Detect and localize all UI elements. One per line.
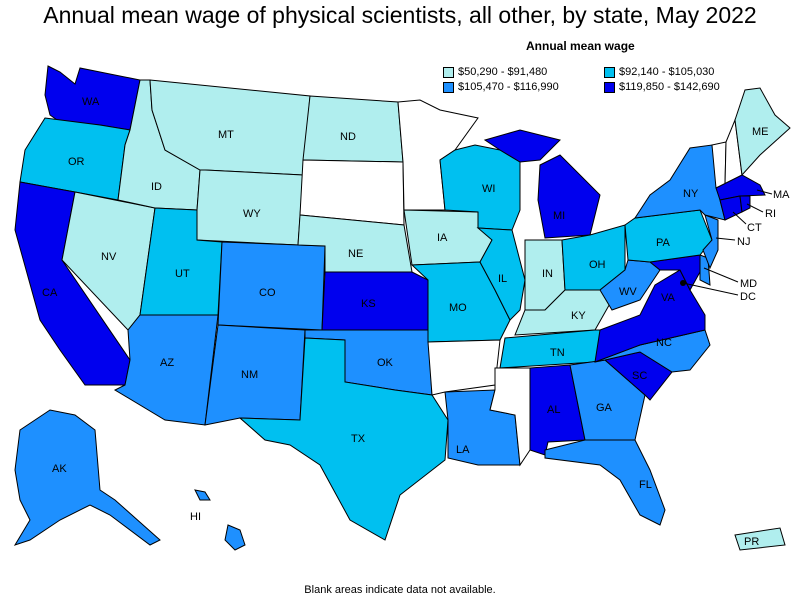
legend-swatch-2 [604,66,615,78]
label-sc: SC [632,370,647,382]
label-pr: PR [744,536,759,548]
label-nm: NM [241,369,258,381]
label-ak: AK [52,463,67,475]
label-nv: NV [101,251,117,263]
state-co[interactable] [217,241,326,331]
label-ia: IA [437,232,448,244]
label-hi: HI [190,511,201,523]
map-title: Annual mean wage of physical scientists,… [43,2,757,28]
label-mi: MI [553,210,565,222]
label-md: MD [740,278,757,290]
label-mo: MO [449,302,467,314]
label-nj: NJ [737,236,750,248]
label-ok: OK [377,357,394,369]
label-ny: NY [683,188,699,200]
callout-line-nj [715,237,736,241]
state-nj[interactable] [702,214,719,270]
legend-item-4: $119,850 - $142,690 [604,81,720,93]
callout-line-ri [746,203,764,213]
label-tx: TX [351,433,366,445]
label-tn: TN [550,347,565,359]
label-mt: MT [218,129,234,141]
label-al: AL [547,404,560,416]
state-sd[interactable] [299,159,405,226]
label-ne: NE [348,248,363,260]
state-me[interactable] [734,87,791,177]
label-ca: CA [42,287,58,299]
label-nd: ND [340,131,356,143]
state-nd[interactable] [302,95,404,163]
state-ri[interactable] [739,195,751,213]
state-fl[interactable] [544,439,666,526]
state-ny[interactable] [633,144,726,221]
label-ks: KS [361,298,376,310]
label-la: LA [456,444,470,456]
label-wv: WV [619,286,637,298]
state-ar[interactable] [427,339,501,396]
state-tx[interactable] [238,337,449,541]
label-fl: FL [639,479,652,491]
legend-swatch-1 [443,66,454,78]
label-az: AZ [160,357,174,369]
state-mi-lower[interactable] [537,154,601,239]
state-hi-islands[interactable] [194,489,211,501]
callout-line-ct [732,211,747,225]
state-az[interactable] [113,314,219,426]
legend-label-3: $105,470 - $116,990 [458,81,559,93]
label-oh: OH [589,259,606,271]
label-wy: WY [243,208,261,220]
label-nc: NC [656,337,672,349]
legend-item-1: $50,290 - $91,480 [443,66,547,78]
label-dc: DC [740,291,756,303]
state-il[interactable] [476,227,526,321]
callout-line-md [703,267,739,283]
label-or: OR [68,156,85,168]
label-va: VA [661,292,676,304]
legend-label-2: $92,140 - $105,030 [619,66,715,78]
state-pr[interactable] [734,527,786,551]
state-va[interactable] [594,269,706,363]
callout-line-dc [682,282,739,296]
legend-item-2: $92,140 - $105,030 [604,66,714,78]
legend-item-3: $105,470 - $116,990 [443,81,559,93]
label-id: ID [151,181,162,193]
label-co: CO [259,287,276,299]
state-mi[interactable] [483,129,561,163]
label-ri: RI [765,208,776,220]
label-ma: MA [773,189,790,201]
label-in: IN [542,268,553,280]
footnote: Blank areas indicate data not available. [304,584,496,596]
label-ut: UT [175,268,190,280]
label-wi: WI [482,183,495,195]
label-ky: KY [571,310,586,322]
label-ga: GA [596,402,613,414]
legend-label-4: $119,850 - $142,690 [619,81,720,93]
label-wa: WA [82,96,100,108]
label-me: ME [752,126,769,138]
legend-title: Annual mean wage [526,39,635,53]
legend-swatch-4 [604,81,615,93]
label-il: IL [498,273,507,285]
callout-line-ma [756,189,773,195]
state-ak[interactable] [13,409,161,546]
legend-label-1: $50,290 - $91,480 [458,66,548,78]
label-pa: PA [656,237,671,249]
state-hi[interactable] [224,524,246,551]
legend-swatch-3 [443,81,454,93]
label-ct: CT [747,222,762,234]
